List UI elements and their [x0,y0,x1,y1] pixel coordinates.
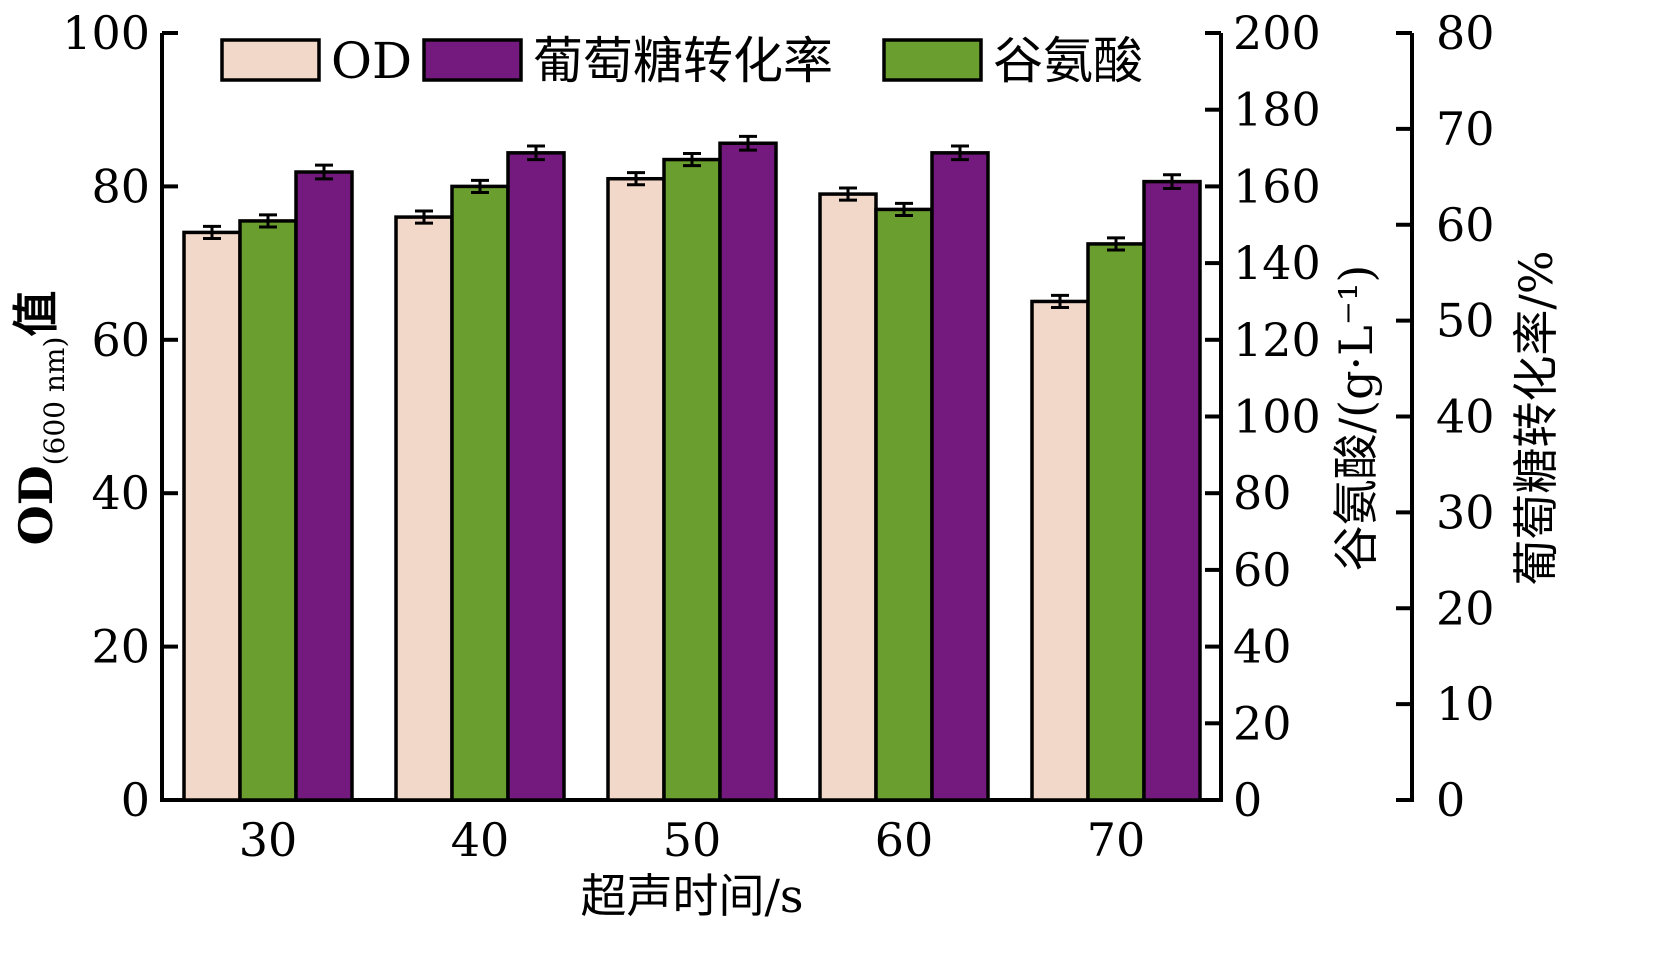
x-tick-label: 70 [1087,813,1146,867]
right-y1-tick-label: 80 [1233,466,1292,520]
bar-谷氨酸-50 [662,157,722,802]
right-y1-tick-label: 200 [1233,6,1321,60]
left-y-axis-title-sub: (600 nm) [38,337,71,466]
right-y2-tick-label: 50 [1436,294,1495,348]
left-y-tick-label: 80 [91,159,150,213]
right-y1-tick-label: 0 [1233,773,1262,827]
bar-谷氨酸-40 [450,184,510,802]
legend-swatch-glutamic-acid [882,38,983,82]
right-y-axis-2-title: 葡萄糖转化率/% [1509,250,1563,585]
bar-葡萄糖转化率-30 [294,170,354,802]
left-y-tick-label: 0 [121,773,150,827]
left-y-axis-title: OD(600 nm)值 [9,291,71,546]
legend-swatch-od [220,38,321,82]
right-y1-tick-label: 160 [1233,159,1321,213]
bar-OD-30 [182,230,242,802]
legend-label-glucose-conversion: 葡萄糖转化率 [533,32,833,90]
x-tick-label: 60 [875,813,934,867]
right-y2-tick-label: 80 [1436,6,1495,60]
x-axis-title: 超声时间/s [580,869,803,923]
legend: OD 葡萄糖转化率 谷氨酸 [220,32,1143,90]
right-y1-tick-label: 20 [1233,696,1292,750]
right-y1-tick-label: 40 [1233,620,1292,674]
left-y-tick-label: 40 [91,466,150,520]
right-y2-tick-label: 30 [1436,485,1495,539]
x-axis-ticks: 30 40 50 60 70 [239,813,1146,867]
x-tick-label: 40 [451,813,510,867]
right-y2-tick-label: 0 [1436,773,1465,827]
right-y1-tick-label: 100 [1233,390,1321,444]
right-y1-tick-label: 120 [1233,313,1321,367]
left-y-tick-label: 100 [62,6,150,60]
right-y1-tick-label: 180 [1233,83,1321,137]
bar-谷氨酸-70 [1086,242,1146,802]
x-tick-label: 50 [663,813,722,867]
left-y-tick-label: 20 [91,620,150,674]
bar-葡萄糖转化率-70 [1142,179,1202,802]
bar-谷氨酸-30 [238,219,298,802]
bar-series [182,134,1202,802]
right-y2-tick-label: 20 [1436,581,1495,635]
left-y-axis-title-suffix: 值 [9,291,63,337]
bar-葡萄糖转化率-60 [930,151,990,802]
bar-OD-50 [606,176,666,802]
left-y-tick-label: 60 [91,313,150,367]
right-y2-tick-label: 60 [1436,198,1495,252]
bar-葡萄糖转化率-40 [506,151,566,802]
bar-OD-70 [1030,299,1090,802]
right-y-axis-2-ticks: 0 10 20 30 40 50 60 70 80 [1396,6,1495,827]
bar-谷氨酸-60 [874,207,934,802]
legend-swatch-glucose-conversion [422,38,523,82]
legend-label-glutamic-acid: 谷氨酸 [993,32,1143,90]
right-y-axis-1-ticks: 0 20 40 60 80 100 120 140 160 180 200 [1205,6,1321,827]
bar-葡萄糖转化率-50 [718,141,778,802]
right-y-axis-1-title: 谷氨酸/(g·L⁻¹) [1329,265,1383,572]
right-y2-tick-label: 40 [1436,390,1495,444]
bar-OD-60 [818,192,878,802]
legend-label-od: OD [331,32,412,90]
left-y-axis-ticks: 0 20 40 60 80 100 [62,6,178,827]
right-y2-tick-label: 10 [1436,677,1495,731]
bar-OD-40 [394,215,454,802]
right-y1-tick-label: 60 [1233,543,1292,597]
right-y2-tick-label: 70 [1436,102,1495,156]
x-tick-label: 30 [239,813,298,867]
right-y1-tick-label: 140 [1233,236,1321,290]
left-y-axis-title-main: OD [9,465,63,545]
